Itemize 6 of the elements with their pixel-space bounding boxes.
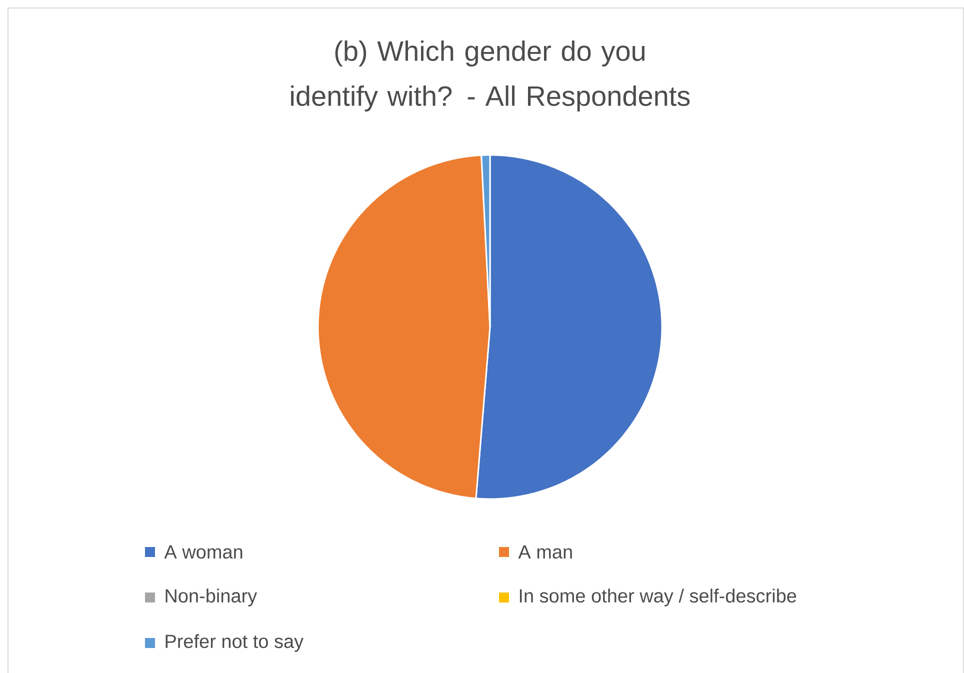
chart-title: (b) Which gender do you identify with? - All Respondents <box>291 40 690 112</box>
legend-label: A man <box>518 545 572 559</box>
legend-label: Prefer not to say <box>166 634 304 652</box>
legend-label: Non-binary <box>166 588 258 606</box>
legend-label: A woman <box>164 545 242 559</box>
legend-label: In some other way / self-describe <box>520 588 796 606</box>
